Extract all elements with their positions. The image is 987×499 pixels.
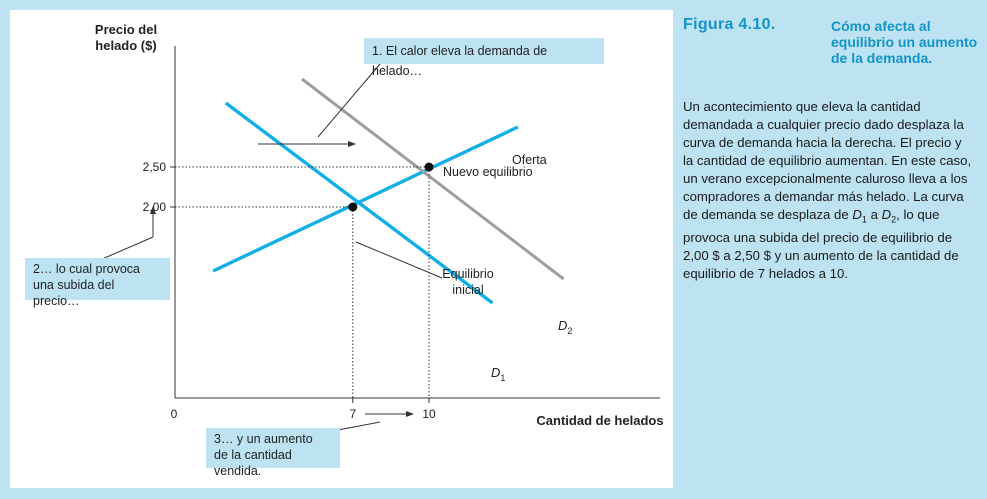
x-axis-label: Cantidad de helados [536,413,663,428]
equilibrium-point-1 [424,162,434,172]
equilibrium-label-inicial-0: Equilibrio [442,267,493,281]
y-tick-label-0: 2,00 [143,200,167,214]
supply-demand-chart: Precio del helado ($) Cantidad de helado… [95,22,664,431]
series-line-supply [212,125,519,273]
series-line-demand_initial [224,101,494,305]
plot-panel: Precio del helado ($) Cantidad de helado… [10,10,673,488]
callout1-pointer [317,63,381,138]
series-line-demand_new [301,77,565,281]
curve-label-d2: D2 [558,318,572,336]
y-axis-label-line1: Precio del [95,22,157,37]
figure-caption: Figura 4.10. Cómo afecta al equilibrio u… [683,16,979,486]
callout2-pointer [99,236,154,261]
equilibrio-inicial-pointer [355,241,443,279]
callout3-pointer [337,421,381,431]
chart-dynamic-layer: 2,00 2,50 7 10 Nuevo equilibrio Equilibrio ini… [143,77,572,421]
curve-label-oferta: Oferta [512,153,547,167]
equilibrium-label-nuevo: Nuevo equilibrio [443,165,533,179]
y-axis-label-line2: helado ($) [95,38,156,53]
x-tick-label-0: 7 [349,407,356,421]
equilibrium-point-0 [348,202,358,212]
origin-label: 0 [171,407,178,421]
y-tick-label-1: 2,50 [143,160,167,174]
callout-demand-increase: 1. El calor eleva la demanda de helado… [364,38,604,78]
callout-quantity-rise: 3… y un aumento de la cantidad vendida. [206,428,340,478]
figure-description: Un acontecimiento que eleva la cantidad … [683,99,972,281]
equilibrium-label-inicial-1: inicial [452,283,483,297]
figure-number: Figura 4.10. [683,16,776,33]
curve-label-d1: D1 [491,365,505,383]
x-tick-label-1: 10 [422,407,436,421]
callout-price-rise: 2… lo cual provoca una subida del precio… [25,258,170,308]
figure-title: Cómo afecta al equilibrio un aumento de … [831,18,978,66]
